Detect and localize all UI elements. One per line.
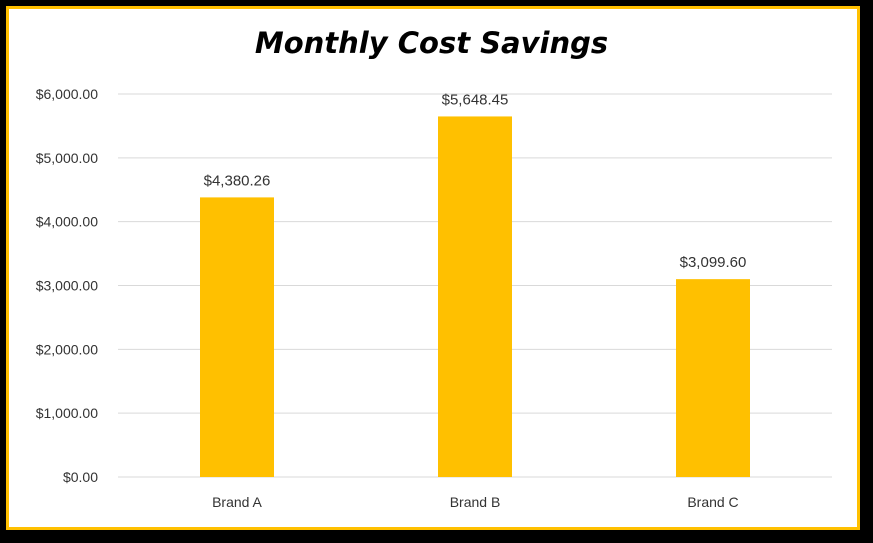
x-tick-label: Brand A: [212, 494, 262, 510]
bar: [676, 279, 750, 477]
y-tick-label: $4,000.00: [36, 214, 98, 230]
chart-title: Monthly Cost Savings: [254, 26, 609, 60]
data-label: $3,099.60: [680, 254, 747, 271]
data-label: $4,380.26: [204, 172, 271, 189]
y-tick-label: $2,000.00: [36, 341, 98, 357]
x-tick-label: Brand B: [450, 494, 501, 510]
y-tick-label: $0.00: [63, 469, 98, 485]
x-tick-label: Brand C: [687, 494, 738, 510]
bar: [438, 116, 512, 477]
y-tick-label: $3,000.00: [36, 278, 98, 294]
data-label: $5,648.45: [442, 91, 509, 108]
y-tick-label: $1,000.00: [36, 405, 98, 421]
y-tick-label: $6,000.00: [36, 86, 98, 102]
y-tick-label: $5,000.00: [36, 150, 98, 166]
bar: [200, 197, 274, 477]
